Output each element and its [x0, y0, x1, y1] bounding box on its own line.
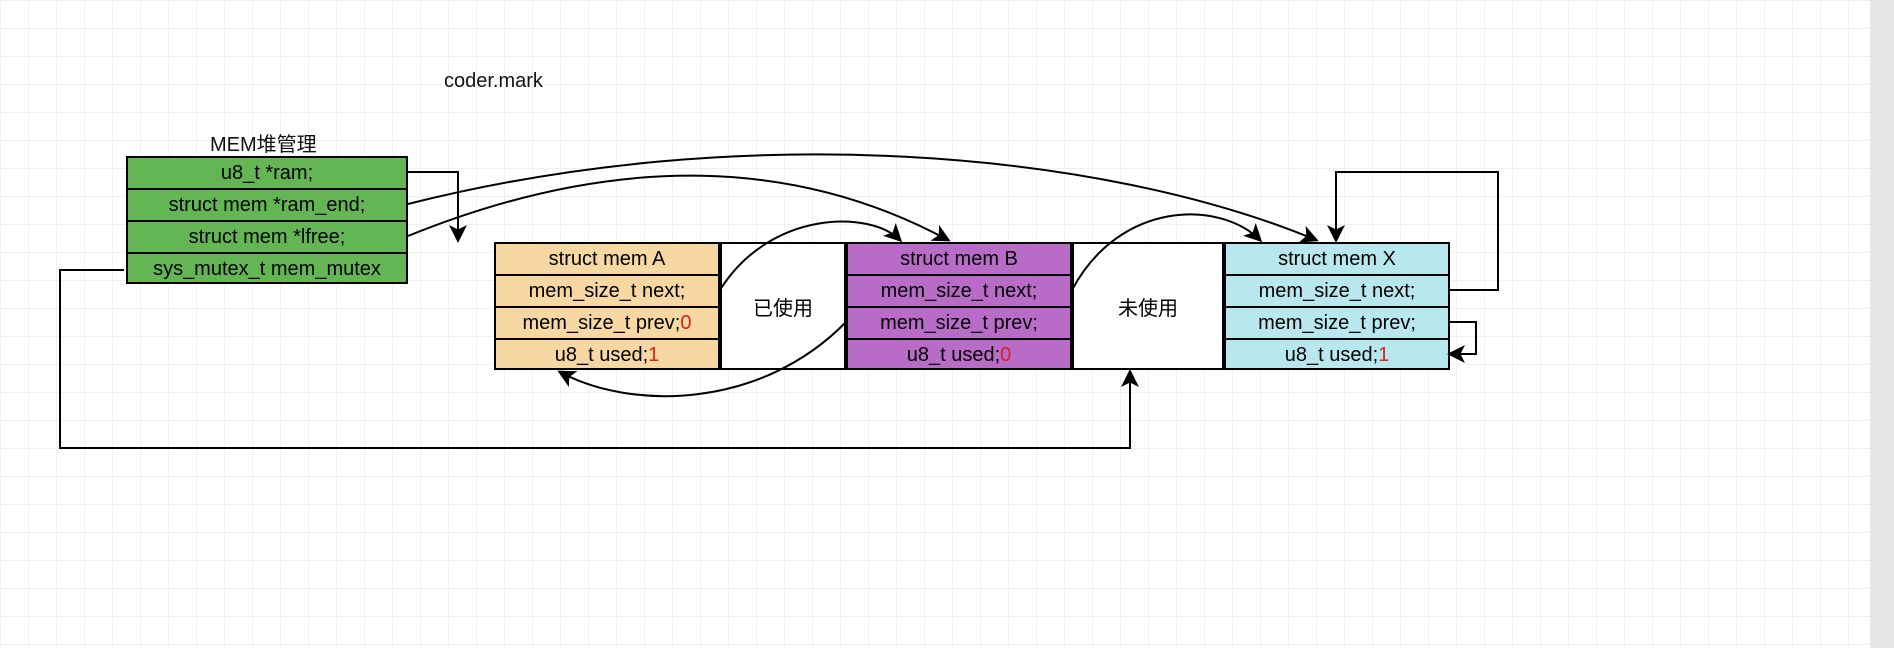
memB-row-2: mem_size_t prev; [848, 308, 1070, 340]
diagram-canvas: coder.mark MEM堆管理 u8_t *ram; struct mem … [0, 0, 1894, 648]
memB-block: struct mem B mem_size_t next; mem_size_t… [846, 242, 1072, 370]
memA-row-3: u8_t used;1 [496, 340, 718, 372]
memX-row-3-text: u8_t used; [1285, 344, 1378, 366]
mgr-title-label: MEM堆管理 [210, 128, 317, 157]
memA-row-2: mem_size_t prev;0 [496, 308, 718, 340]
usedA-text: 已使用 [753, 292, 813, 321]
memA-block: struct mem A mem_size_t next; mem_size_t… [494, 242, 720, 370]
usedA-block: 已使用 [720, 242, 846, 370]
memA-row-2-suffix: 0 [680, 312, 691, 334]
memX-block: struct mem X mem_size_t next; mem_size_t… [1224, 242, 1450, 370]
memX-row-3-suffix: 1 [1378, 344, 1389, 366]
memB-row-0: struct mem B [848, 244, 1070, 276]
mgr-row-3: sys_mutex_t mem_mutex [128, 254, 406, 286]
memA-row-2-text: mem_size_t prev; [523, 312, 681, 334]
memX-row-3: u8_t used;1 [1226, 340, 1448, 372]
memB-row-3-text: u8_t used; [907, 344, 1000, 366]
memB-row-3: u8_t used;0 [848, 340, 1070, 372]
watermark-label: coder.mark [444, 70, 543, 93]
scrollbar-strip [1870, 0, 1894, 648]
memA-row-3-suffix: 1 [648, 344, 659, 366]
mgr-block: u8_t *ram; struct mem *ram_end; struct m… [126, 156, 408, 284]
memX-row-0: struct mem X [1226, 244, 1448, 276]
memB-row-3-suffix: 0 [1000, 344, 1011, 366]
unusedB-block: 未使用 [1072, 242, 1224, 370]
memA-row-0: struct mem A [496, 244, 718, 276]
memA-row-3-text: u8_t used; [555, 344, 648, 366]
memX-row-2: mem_size_t prev; [1226, 308, 1448, 340]
mgr-row-2: struct mem *lfree; [128, 222, 406, 254]
unusedB-text: 未使用 [1118, 292, 1178, 321]
mgr-row-0: u8_t *ram; [128, 158, 406, 190]
memB-row-1: mem_size_t next; [848, 276, 1070, 308]
mgr-row-1: struct mem *ram_end; [128, 190, 406, 222]
memX-row-1: mem_size_t next; [1226, 276, 1448, 308]
memA-row-1: mem_size_t next; [496, 276, 718, 308]
